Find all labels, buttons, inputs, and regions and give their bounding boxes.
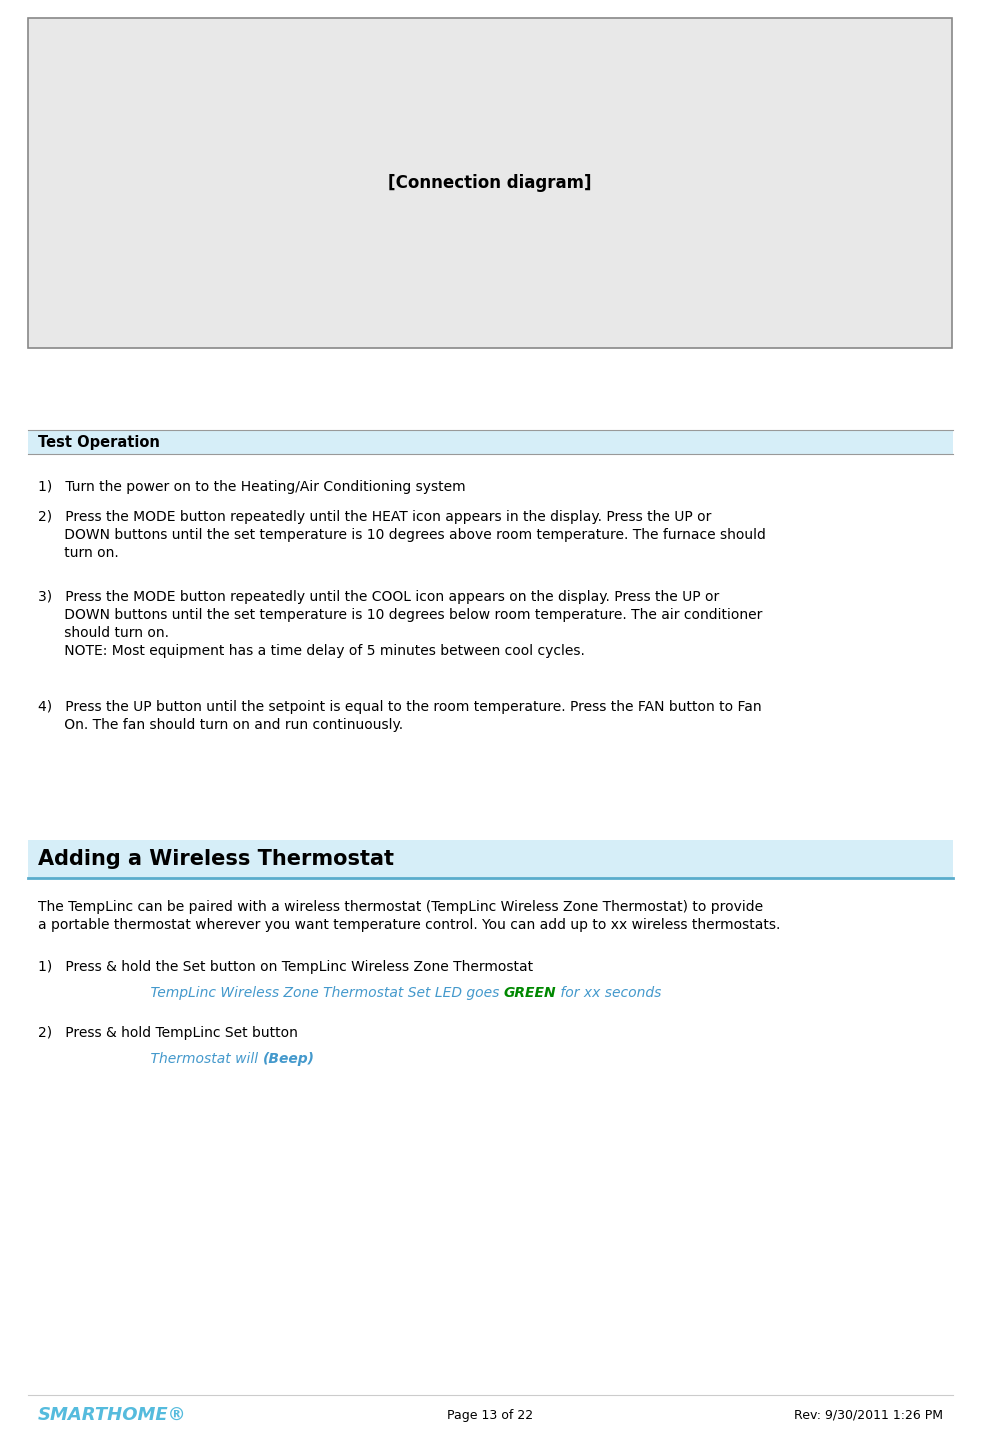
Text: 2)   Press the MODE button repeatedly until the HEAT icon appears in the display: 2) Press the MODE button repeatedly unti… [38, 510, 711, 525]
Text: 1)   Press & hold the Set button on TempLinc Wireless Zone Thermostat: 1) Press & hold the Set button on TempLi… [38, 960, 533, 974]
Text: a portable thermostat wherever you want temperature control. You can add up to x: a portable thermostat wherever you want … [38, 918, 780, 933]
Text: for xx seconds: for xx seconds [556, 986, 662, 1000]
Text: The TempLinc can be paired with a wireless thermostat (TempLinc Wireless Zone Th: The TempLinc can be paired with a wirele… [38, 900, 763, 914]
Text: 4)   Press the UP button until the setpoint is equal to the room temperature. Pr: 4) Press the UP button until the setpoin… [38, 700, 761, 714]
Text: On. The fan should turn on and run continuously.: On. The fan should turn on and run conti… [38, 718, 403, 731]
Text: NOTE: Most equipment has a time delay of 5 minutes between cool cycles.: NOTE: Most equipment has a time delay of… [38, 644, 585, 658]
Text: Rev: 9/30/2011 1:26 PM: Rev: 9/30/2011 1:26 PM [794, 1408, 943, 1421]
Text: turn on.: turn on. [38, 546, 119, 560]
Text: Page 13 of 22: Page 13 of 22 [447, 1408, 534, 1421]
Text: Test Operation: Test Operation [38, 434, 160, 450]
Text: should turn on.: should turn on. [38, 627, 169, 639]
Bar [28, 841, 953, 878]
Text: DOWN buttons until the set temperature is 10 degrees above room temperature. The: DOWN buttons until the set temperature i… [38, 527, 766, 542]
Text: 2)   Press & hold TempLinc Set button: 2) Press & hold TempLinc Set button [38, 1026, 298, 1040]
Text: 3)   Press the MODE button repeatedly until the COOL icon appears on the display: 3) Press the MODE button repeatedly unti… [38, 591, 719, 604]
Text: Adding a Wireless Thermostat: Adding a Wireless Thermostat [38, 849, 394, 869]
Text: GREEN: GREEN [504, 986, 556, 1000]
Text: DOWN buttons until the set temperature is 10 degrees below room temperature. The: DOWN buttons until the set temperature i… [38, 608, 762, 622]
Bar [28, 430, 953, 454]
Text: Thermostat will: Thermostat will [98, 1052, 263, 1066]
Text: (Beep): (Beep) [263, 1052, 315, 1066]
Text: [Connection diagram]: [Connection diagram] [388, 174, 592, 193]
Text: TempLinc Wireless Zone Thermostat Set LED goes: TempLinc Wireless Zone Thermostat Set LE… [98, 986, 504, 1000]
Bar [28, 19, 952, 348]
Text: SMARTHOME®: SMARTHOME® [38, 1405, 186, 1424]
Text: 1)   Turn the power on to the Heating/Air Conditioning system: 1) Turn the power on to the Heating/Air … [38, 480, 466, 494]
